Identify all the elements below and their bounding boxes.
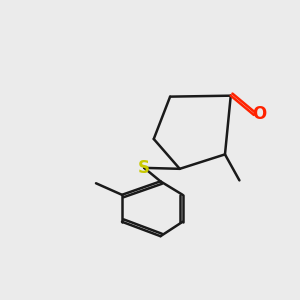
Text: S: S: [138, 159, 150, 177]
Text: O: O: [253, 105, 267, 123]
